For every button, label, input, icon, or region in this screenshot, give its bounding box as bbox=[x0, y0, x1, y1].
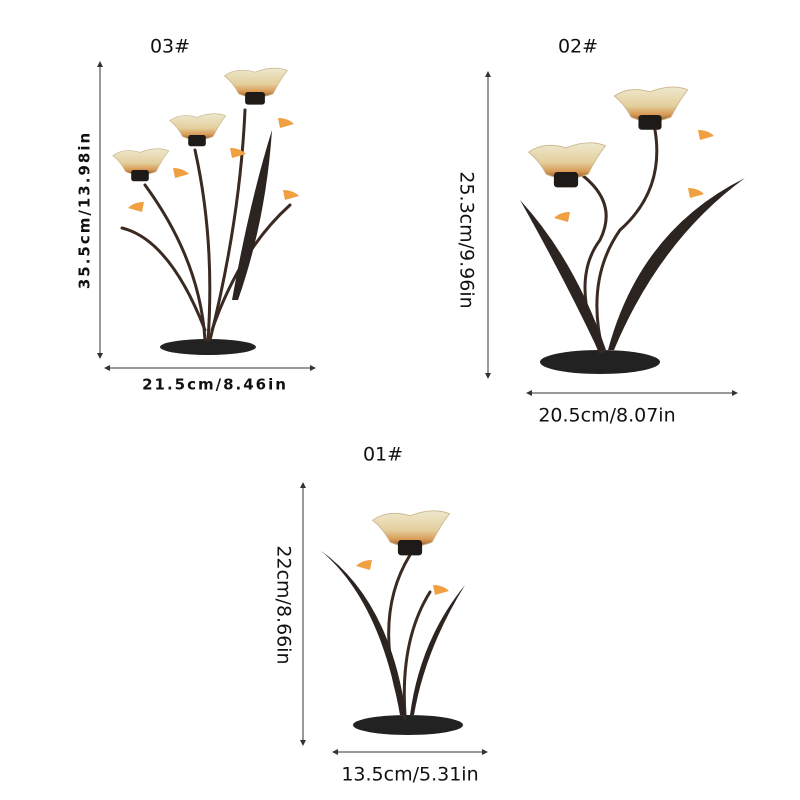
height-label: 25.3cm/9.96in bbox=[456, 171, 478, 308]
product-label: 03# bbox=[150, 36, 190, 58]
candle-holder bbox=[320, 510, 465, 735]
height-label: 35.5cm/13.98in bbox=[76, 131, 94, 289]
product-label: 02# bbox=[558, 36, 598, 58]
product-01: 01# 22cm/8.66in 13.5cm/5.31in bbox=[273, 444, 488, 786]
width-label: 13.5cm/5.31in bbox=[341, 764, 478, 786]
product-03: 03# 35.5cm/13.98in 21.5cm/8.46in bbox=[76, 36, 316, 394]
width-label: 20.5cm/8.07in bbox=[538, 405, 675, 427]
product-02: 02# 25.3cm/9.96in 20.5cm/8.07in bbox=[456, 36, 745, 427]
height-label: 22cm/8.66in bbox=[273, 545, 295, 664]
product-label: 01# bbox=[363, 444, 403, 466]
candle-holder bbox=[520, 86, 745, 374]
candle-holder bbox=[112, 67, 299, 355]
width-label: 21.5cm/8.46in bbox=[142, 376, 288, 394]
